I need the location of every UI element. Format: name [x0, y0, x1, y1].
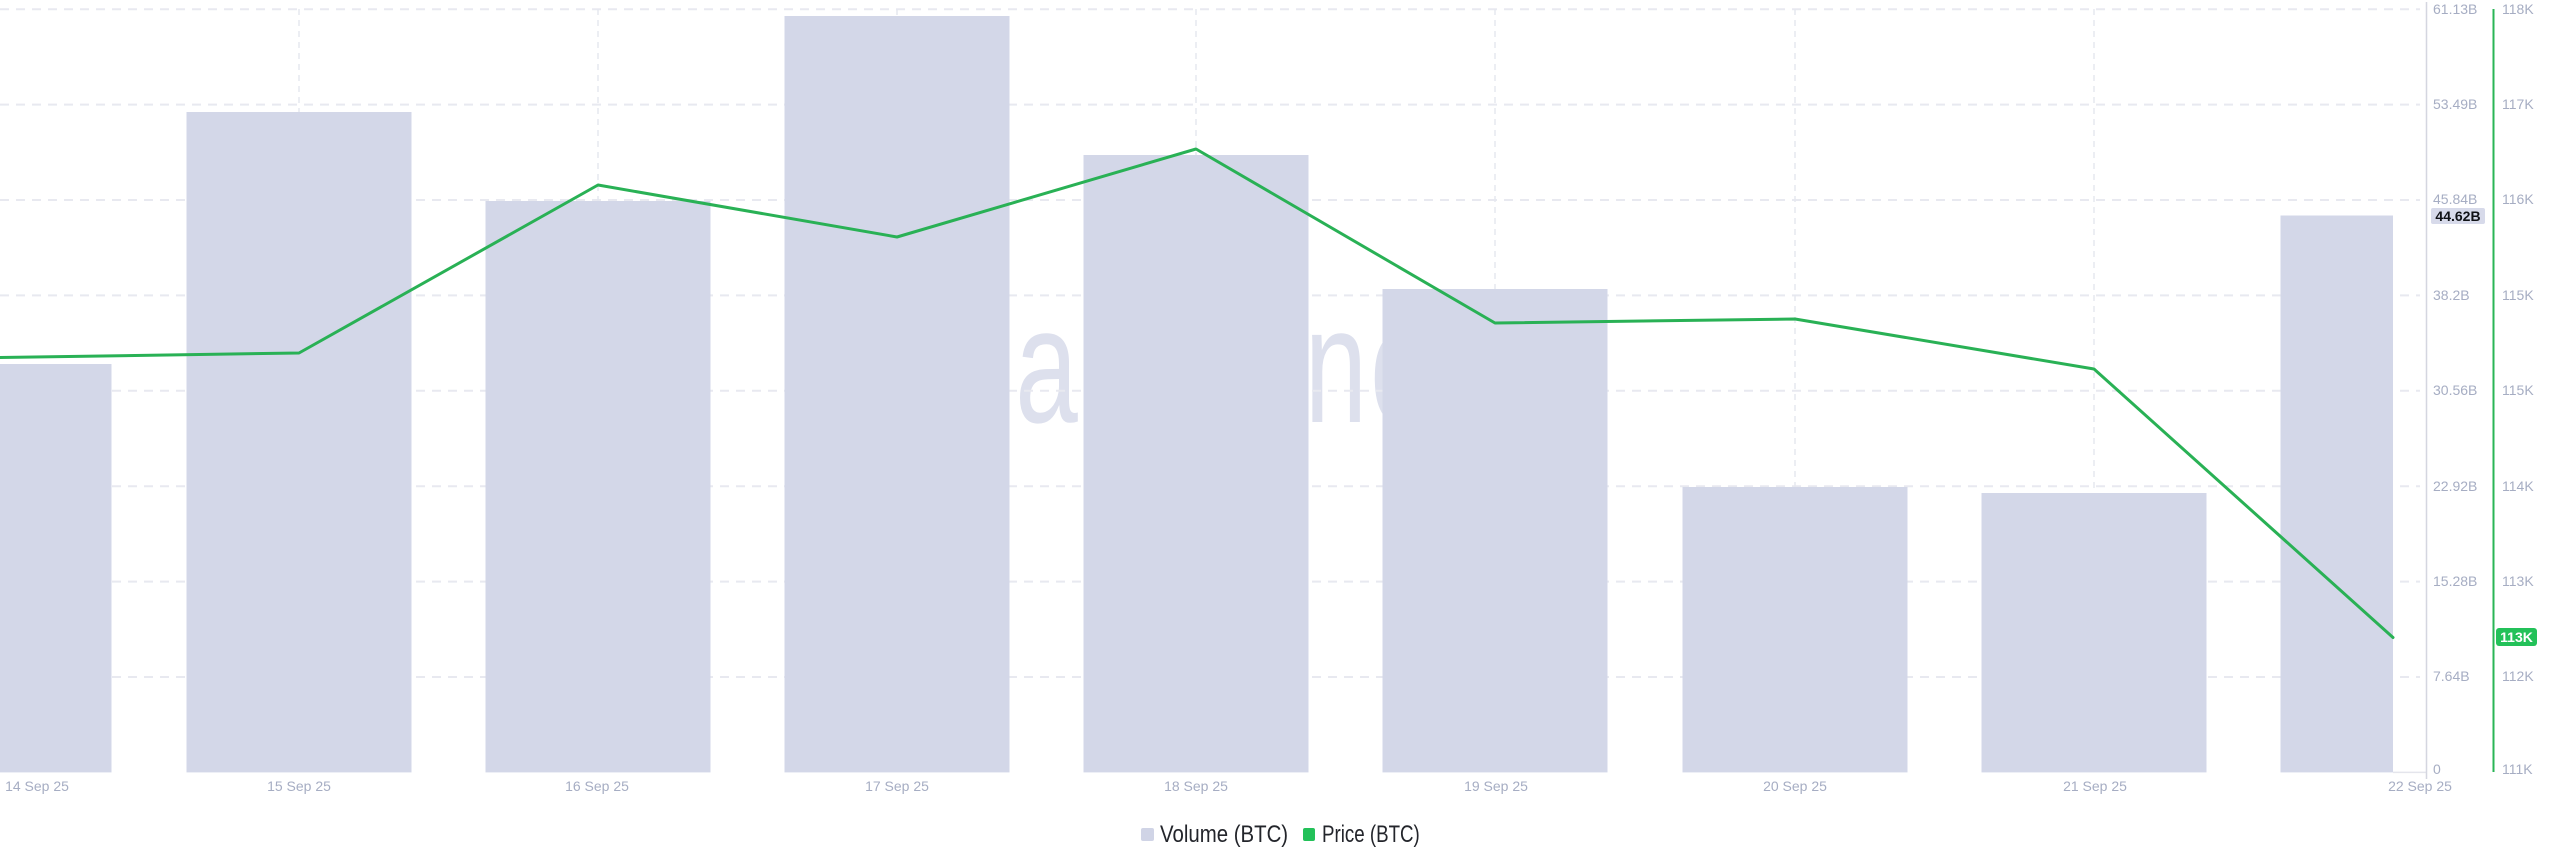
- svg-text:n: n: [1305, 272, 1368, 457]
- svg-text:a: a: [1015, 272, 1078, 457]
